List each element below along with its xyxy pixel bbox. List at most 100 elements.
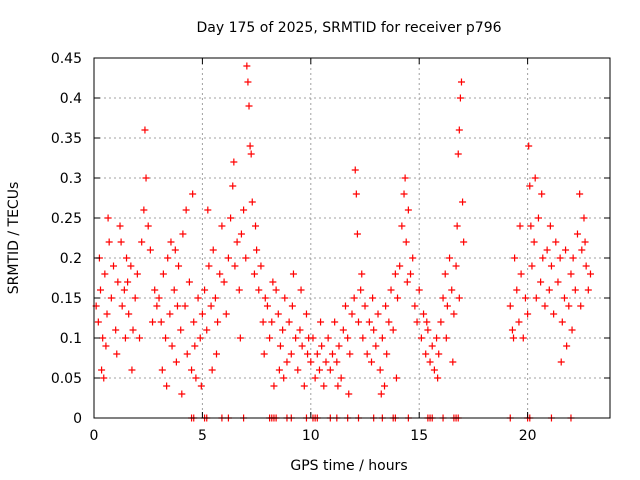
data-point-marker — [164, 254, 172, 262]
data-point-marker — [224, 254, 232, 262]
data-point-marker — [350, 294, 358, 302]
data-point-marker — [192, 374, 200, 382]
data-point-marker — [376, 366, 384, 374]
data-point-marker — [584, 286, 592, 294]
data-point-marker — [315, 366, 323, 374]
data-point-marker — [110, 262, 118, 270]
y-tick-label: 0.2 — [60, 251, 82, 267]
data-point-marker — [131, 294, 139, 302]
data-point-marker — [331, 318, 339, 326]
data-point-marker — [140, 206, 148, 214]
data-point-marker — [565, 302, 573, 310]
data-point-marker — [127, 262, 135, 270]
data-point-marker — [172, 358, 180, 366]
data-point-marker — [339, 326, 347, 334]
data-point-marker — [558, 318, 566, 326]
data-point-marker — [288, 302, 296, 310]
data-point-marker — [104, 214, 112, 222]
data-point-marker — [191, 342, 199, 350]
data-point-marker — [185, 278, 193, 286]
data-point-marker — [149, 318, 157, 326]
data-point-marker — [402, 238, 410, 246]
data-point-marker — [534, 214, 542, 222]
data-point-marker — [547, 262, 555, 270]
data-point-marker — [398, 222, 406, 230]
data-point-marker — [123, 254, 131, 262]
data-point-marker — [377, 390, 385, 398]
data-point-marker — [428, 342, 436, 350]
data-point-marker — [136, 334, 144, 342]
data-point-marker — [257, 262, 265, 270]
data-point-marker — [141, 126, 149, 134]
data-point-marker — [526, 182, 534, 190]
data-point-marker — [178, 390, 186, 398]
data-point-marker — [567, 270, 575, 278]
data-point-marker — [446, 254, 454, 262]
data-point-marker — [168, 342, 176, 350]
data-point-marker — [237, 230, 245, 238]
data-point-marker — [146, 246, 154, 254]
data-point-marker — [235, 286, 243, 294]
data-point-marker — [528, 262, 536, 270]
x-tick-label: 0 — [90, 428, 99, 444]
y-tick-label: 0.25 — [51, 211, 82, 227]
data-point-marker — [404, 206, 412, 214]
data-point-marker — [289, 270, 297, 278]
data-point-marker — [517, 270, 525, 278]
data-point-marker — [112, 326, 120, 334]
data-point-marker — [294, 366, 302, 374]
data-point-marker — [302, 310, 310, 318]
data-point-marker — [268, 318, 276, 326]
data-point-marker — [450, 310, 458, 318]
data-point-marker — [159, 270, 167, 278]
data-point-marker — [510, 334, 518, 342]
data-point-marker — [313, 350, 321, 358]
data-point-marker — [453, 222, 461, 230]
data-point-marker — [177, 326, 185, 334]
data-point-marker — [269, 278, 277, 286]
data-point-marker — [261, 294, 269, 302]
data-point-marker — [571, 286, 579, 294]
data-point-marker — [424, 326, 432, 334]
data-point-marker — [236, 334, 244, 342]
data-point-marker — [322, 358, 330, 366]
data-point-marker — [260, 350, 268, 358]
data-point-marker — [167, 238, 175, 246]
data-point-marker — [359, 334, 367, 342]
data-point-marker — [205, 262, 213, 270]
data-point-marker — [363, 350, 371, 358]
data-point-marker — [460, 238, 468, 246]
data-point-marker — [415, 286, 423, 294]
data-point-marker — [243, 62, 251, 70]
data-point-marker — [423, 318, 431, 326]
data-point-marker — [94, 318, 102, 326]
data-point-marker — [163, 382, 171, 390]
data-point-marker — [179, 230, 187, 238]
data-point-marker — [341, 302, 349, 310]
data-point-marker — [550, 310, 558, 318]
data-point-marker — [298, 342, 306, 350]
data-point-marker — [357, 286, 365, 294]
data-point-marker — [194, 294, 202, 302]
data-point-marker — [230, 158, 238, 166]
data-point-marker — [229, 182, 237, 190]
data-point-marker — [413, 318, 421, 326]
data-point-marker — [275, 366, 283, 374]
data-point-marker — [128, 366, 136, 374]
data-point-marker — [586, 270, 594, 278]
x-tick-label: 10 — [302, 428, 320, 444]
data-point-marker — [439, 294, 447, 302]
data-point-marker — [345, 390, 353, 398]
data-point-marker — [105, 238, 113, 246]
data-point-marker — [525, 142, 533, 150]
data-point-marker — [409, 254, 417, 262]
data-point-marker — [560, 294, 568, 302]
data-point-marker — [524, 310, 532, 318]
y-tick-label: 0.15 — [51, 291, 82, 307]
data-point-marker — [433, 334, 441, 342]
data-point-marker — [101, 270, 109, 278]
data-point-marker — [255, 286, 263, 294]
data-point-marker — [252, 222, 260, 230]
data-point-marker — [248, 198, 256, 206]
